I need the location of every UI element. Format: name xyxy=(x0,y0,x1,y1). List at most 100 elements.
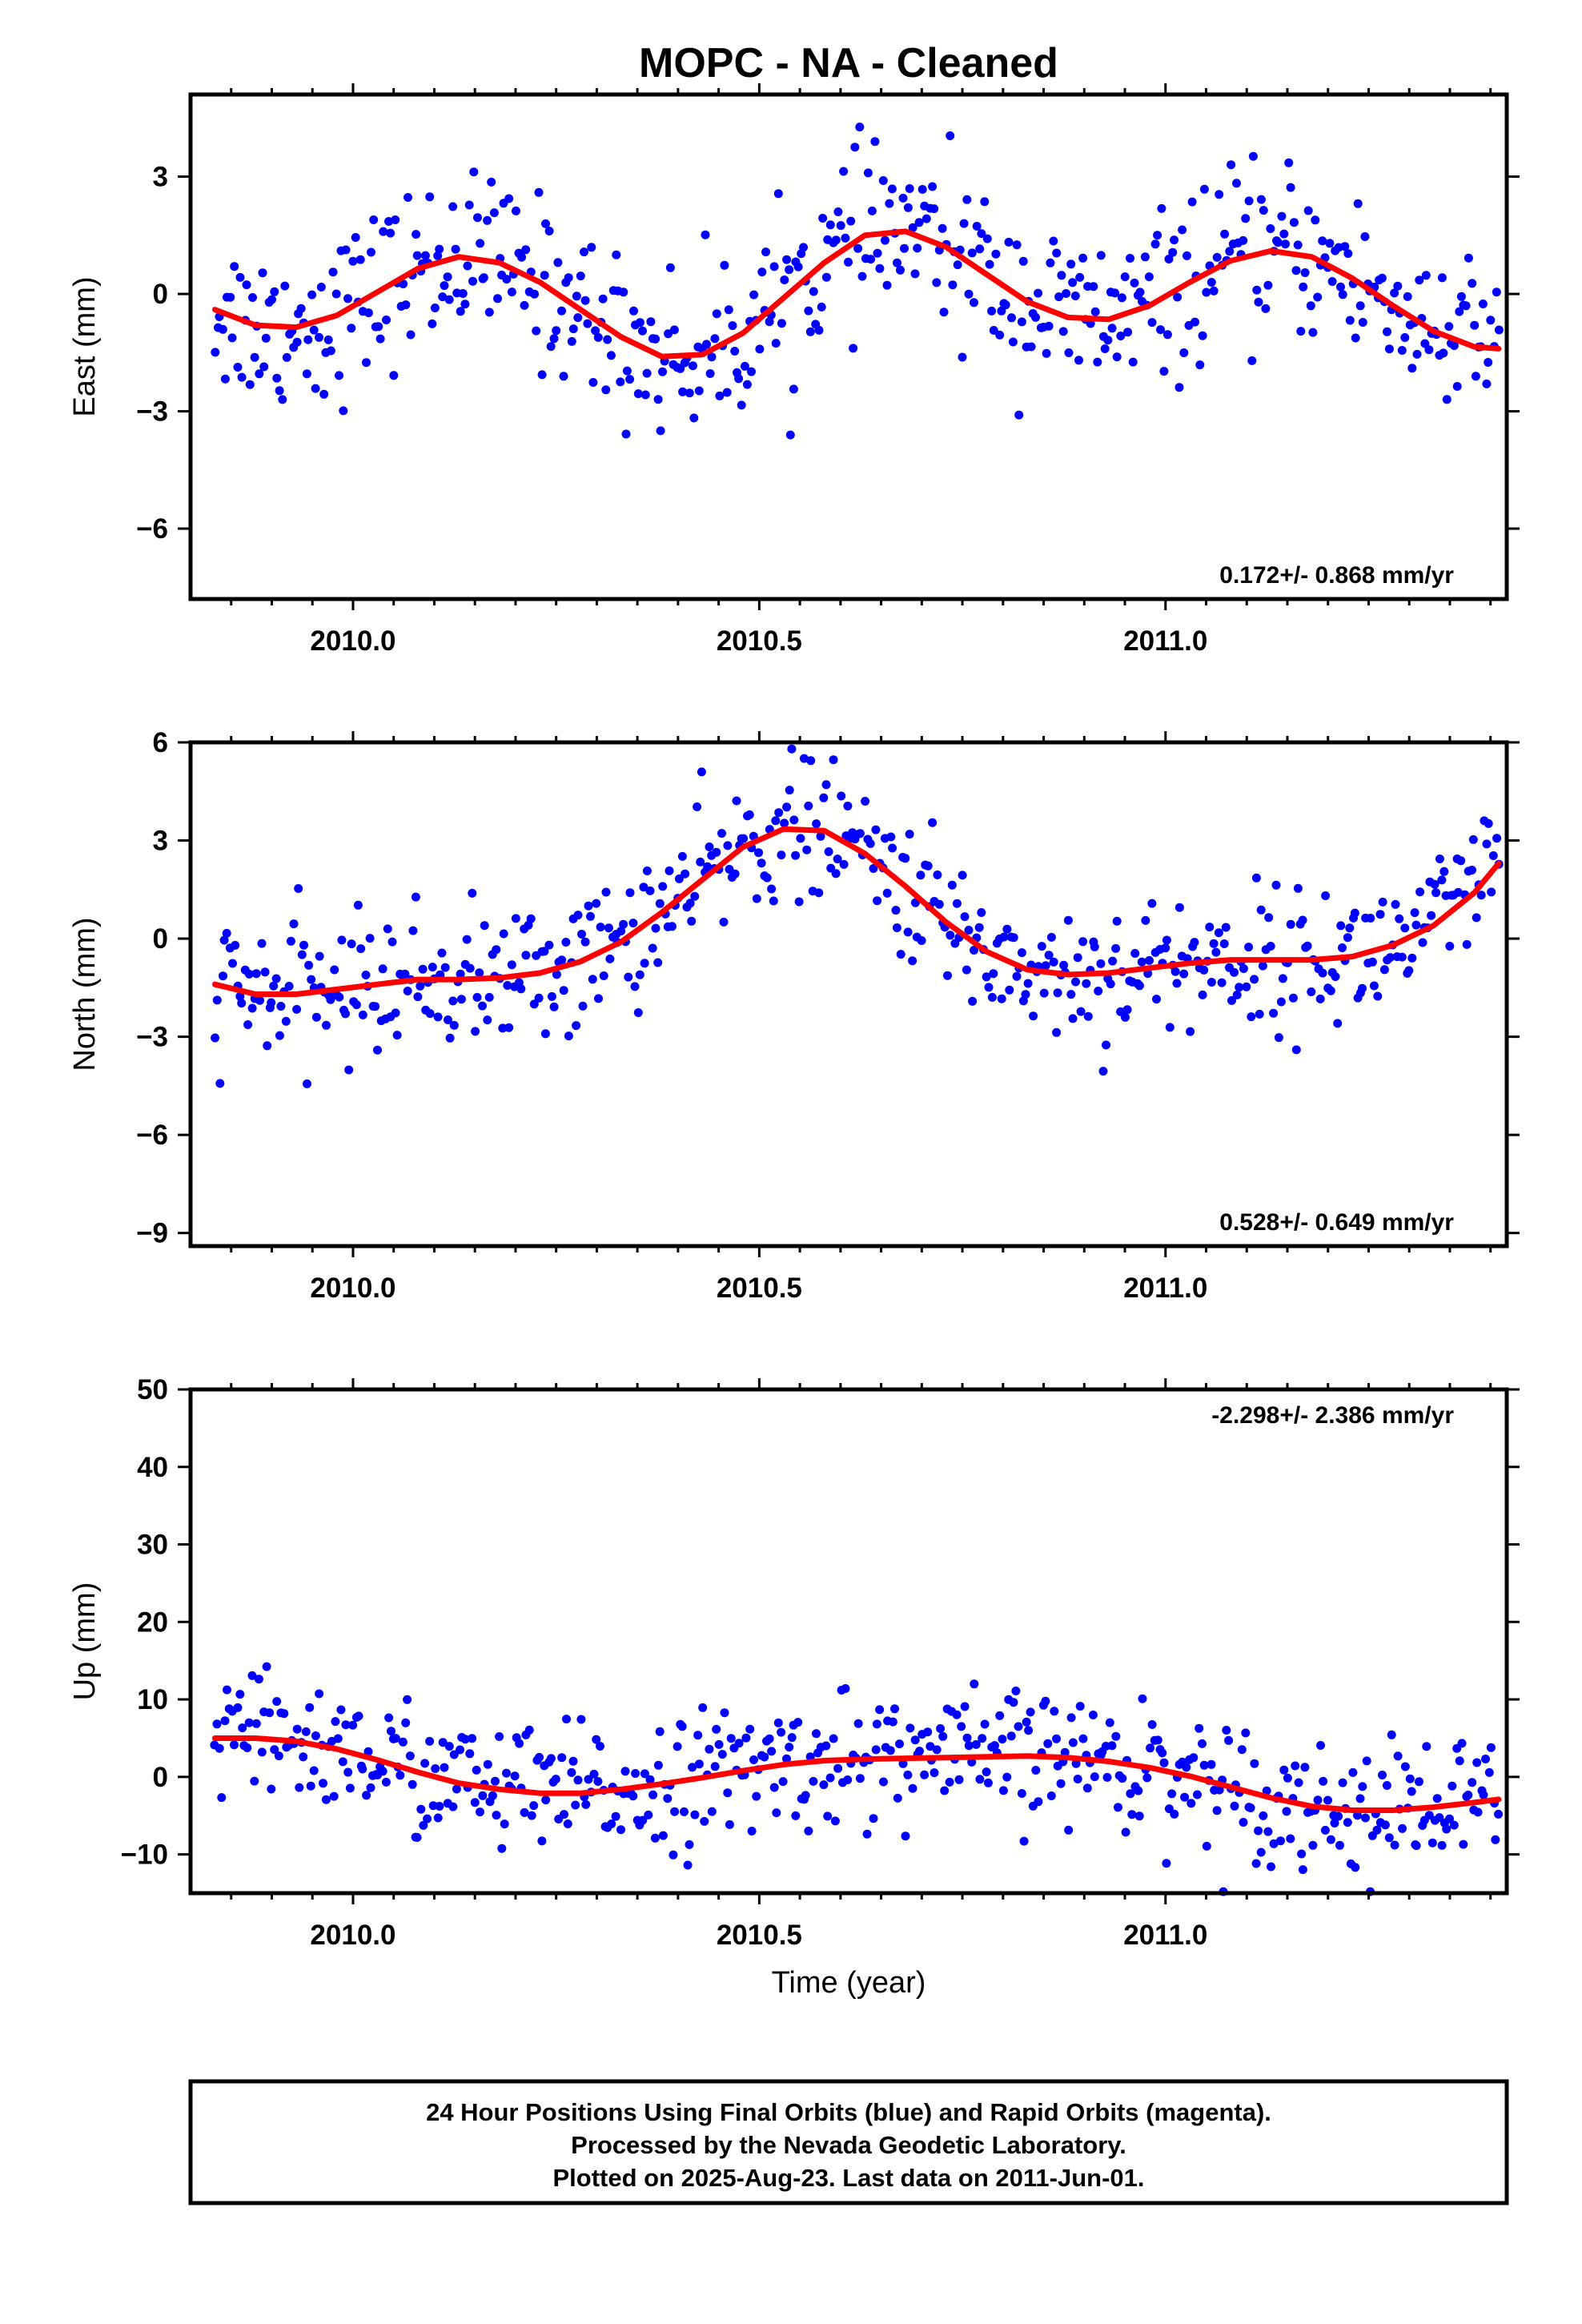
data-point xyxy=(982,234,992,243)
data-point xyxy=(1068,1738,1078,1747)
data-point xyxy=(1179,348,1189,357)
data-point xyxy=(975,244,985,254)
data-point xyxy=(821,272,831,282)
east-axis-label: East (mm) xyxy=(68,276,102,416)
data-point xyxy=(778,1777,788,1787)
data-point xyxy=(712,847,721,857)
y-tick-label: 0 xyxy=(153,1762,168,1793)
data-point xyxy=(980,197,990,207)
data-point xyxy=(493,294,502,304)
data-point xyxy=(873,896,882,906)
y-tick-label: −3 xyxy=(136,396,168,428)
data-point xyxy=(576,1715,586,1724)
data-point xyxy=(655,899,665,908)
data-point xyxy=(1041,961,1050,971)
data-point xyxy=(1039,988,1049,998)
data-point xyxy=(416,1804,426,1814)
data-point xyxy=(1400,1762,1410,1771)
data-point xyxy=(1138,1694,1147,1703)
data-point xyxy=(1308,328,1318,337)
data-point xyxy=(275,1031,284,1040)
data-point xyxy=(1232,179,1241,188)
data-point xyxy=(254,1675,263,1684)
data-point xyxy=(995,330,1005,340)
data-point xyxy=(449,1750,459,1759)
x-tick-label: 2010.5 xyxy=(717,1920,802,1951)
data-point xyxy=(829,755,838,765)
data-point xyxy=(1117,293,1126,303)
data-point xyxy=(220,374,230,384)
data-point xyxy=(841,233,850,243)
data-point xyxy=(1147,899,1157,908)
data-point xyxy=(488,1791,497,1800)
data-point xyxy=(823,1811,833,1821)
data-point xyxy=(1398,1823,1407,1833)
x-tick-label: 2010.5 xyxy=(717,625,802,657)
data-point xyxy=(607,1819,616,1828)
data-point xyxy=(1241,1728,1251,1738)
data-point xyxy=(358,1010,367,1019)
data-point xyxy=(592,899,601,908)
data-point xyxy=(938,1731,948,1741)
data-point xyxy=(1267,1862,1275,1872)
data-point xyxy=(1152,995,1161,1004)
data-point xyxy=(601,385,611,395)
data-point xyxy=(715,391,725,400)
data-point xyxy=(910,269,920,279)
data-point xyxy=(985,259,994,269)
data-point xyxy=(343,1767,353,1777)
data-point xyxy=(489,208,499,218)
data-point xyxy=(771,339,781,348)
data-point xyxy=(1073,1775,1082,1783)
data-point xyxy=(1096,251,1106,260)
data-point xyxy=(594,994,603,1003)
data-point xyxy=(492,945,501,955)
east-frame xyxy=(188,92,1509,601)
data-point xyxy=(403,1695,412,1704)
data-point xyxy=(1360,232,1370,241)
data-point xyxy=(656,426,665,436)
data-point xyxy=(1189,1753,1199,1763)
data-point xyxy=(1390,288,1399,298)
data-point xyxy=(1282,1807,1291,1816)
data-point xyxy=(593,332,603,342)
data-point xyxy=(1024,1726,1034,1735)
data-point xyxy=(1259,1811,1268,1820)
data-point xyxy=(1120,272,1130,282)
data-point xyxy=(497,1844,507,1853)
data-point xyxy=(418,964,428,974)
data-point xyxy=(719,917,729,927)
data-point xyxy=(1230,1801,1239,1811)
data-point xyxy=(717,829,726,838)
data-point xyxy=(341,1720,351,1730)
data-point xyxy=(1235,983,1244,992)
up-fit-line xyxy=(211,1735,1502,1813)
data-point xyxy=(604,923,613,933)
data-point xyxy=(1256,1848,1266,1857)
data-point xyxy=(1407,953,1417,963)
data-point xyxy=(587,243,596,252)
data-point xyxy=(1221,923,1231,932)
data-point xyxy=(244,1718,254,1727)
data-point xyxy=(1071,977,1080,987)
data-point xyxy=(541,1795,551,1805)
data-point xyxy=(946,131,955,140)
data-point xyxy=(616,1825,625,1835)
data-point xyxy=(1286,183,1295,192)
data-point xyxy=(616,927,626,936)
x-axis-title: Time (year) xyxy=(772,1966,926,2000)
data-point xyxy=(885,1746,895,1755)
data-point xyxy=(769,262,779,271)
data-point xyxy=(814,325,824,335)
data-point xyxy=(500,1819,509,1829)
data-point xyxy=(982,972,991,982)
x-tick-label: 2010.0 xyxy=(310,1920,396,1951)
data-point xyxy=(853,1719,863,1728)
data-point xyxy=(435,244,444,254)
data-point xyxy=(703,862,713,871)
data-point xyxy=(762,873,772,883)
data-point xyxy=(898,1759,908,1768)
data-point xyxy=(653,1760,663,1770)
data-point xyxy=(217,1793,227,1803)
data-point xyxy=(1090,942,1099,951)
